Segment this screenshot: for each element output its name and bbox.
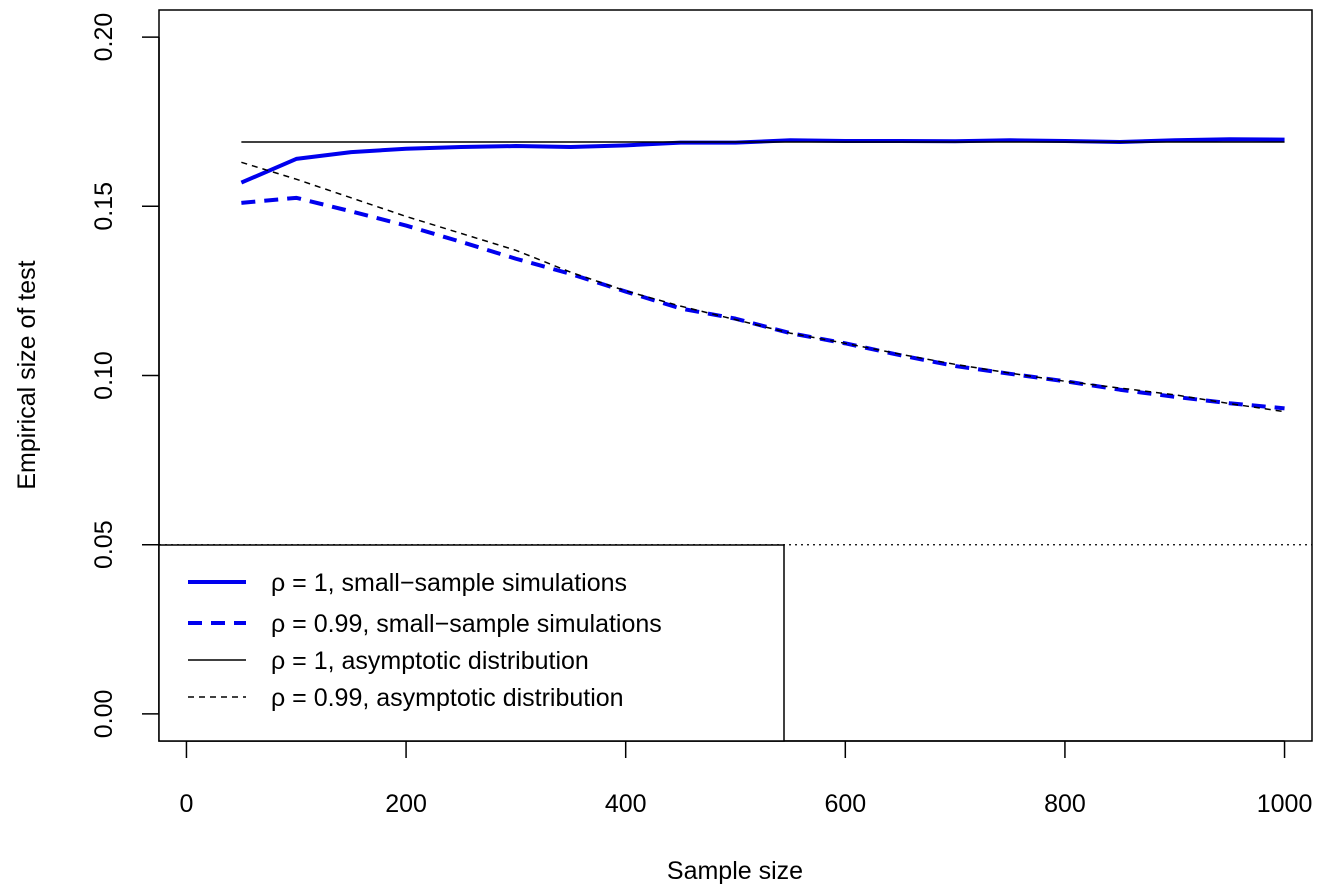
y-tick-label: 0.15 <box>90 182 118 231</box>
x-axis-title: Sample size <box>667 857 803 885</box>
legend: ρ = 1, small−sample simulations ρ = 0.99… <box>158 544 785 742</box>
x-tick-label: 800 <box>1044 790 1086 818</box>
y-tick-label: 0.20 <box>90 13 118 62</box>
legend-label-rho099-sim: ρ = 0.99, small−sample simulations <box>271 610 662 638</box>
y-axis-title: Empirical size of test <box>13 260 41 489</box>
x-tick-label: 0 <box>179 790 193 818</box>
y-tick-label: 0.00 <box>90 690 118 739</box>
y-tick-label: 0.10 <box>90 351 118 400</box>
x-tick-label: 1000 <box>1257 790 1313 818</box>
legend-label-rho099-asym: ρ = 0.99, asymptotic distribution <box>271 684 624 712</box>
legend-label-rho1-sim: ρ = 1, small−sample simulations <box>271 569 627 597</box>
x-tick-label: 400 <box>605 790 647 818</box>
y-tick-label: 0.05 <box>90 520 118 569</box>
series-layer <box>240 137 1285 413</box>
series-line-1 <box>241 195 1285 411</box>
x-tick-label: 200 <box>385 790 427 818</box>
x-tick-label: 600 <box>824 790 866 818</box>
legend-box <box>158 544 785 742</box>
legend-label-rho1-asym: ρ = 1, asymptotic distribution <box>271 647 589 675</box>
